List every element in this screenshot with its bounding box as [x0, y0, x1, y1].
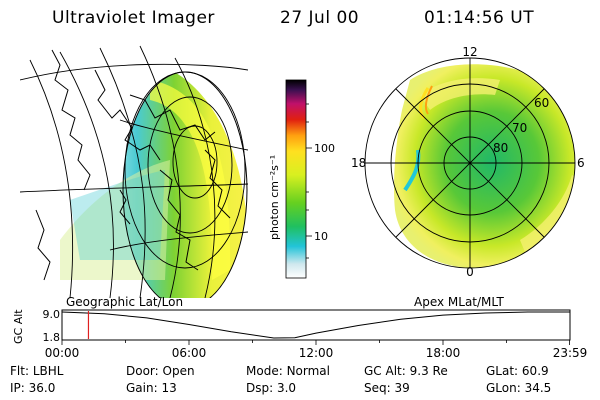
colorbar-scale [285, 79, 307, 279]
polar-grid [364, 57, 576, 269]
mlt-label-18: 18 [351, 156, 366, 170]
mlat-label-80: 80 [493, 141, 508, 155]
polar-aurora-fill [394, 64, 575, 268]
globe-limb [122, 71, 248, 298]
geographic-grid [20, 45, 248, 298]
instrument-title: Ultraviolet Imager [52, 8, 215, 28]
gc-alt-ylabel: GC Alt [12, 309, 25, 344]
geographic-panel [20, 45, 248, 298]
mlat-label-60: 60 [534, 96, 549, 110]
polar-aurora-bright-evening [520, 175, 575, 252]
time-label: 01:14:56 UT [424, 8, 535, 28]
left-diffuse-cyan [70, 170, 165, 260]
geographic-caption: Geographic Lat/Lon [66, 295, 183, 309]
gc-alt-line [61, 311, 570, 339]
gc-alt-xtick-0600: 06:00 [172, 346, 207, 360]
gc-alt-xtick-0000: 00:00 [45, 346, 80, 360]
colorbar: 100 10 photon cm⁻²s⁻¹ [268, 79, 335, 279]
date-label: 27 Jul 00 [280, 8, 360, 28]
gc-alt-xtick-1800: 18:00 [426, 346, 461, 360]
polar-caption: Apex MLat/MLT [414, 295, 504, 309]
mlt-label-6: 6 [577, 156, 585, 170]
colorbar-tick-100: 100 [314, 142, 335, 155]
info-gain: Gain: 13 [126, 381, 177, 395]
gc-alt-frame [61, 309, 571, 341]
polar-aurora-arc-2 [424, 85, 433, 115]
mlt-label-0: 0 [466, 265, 474, 279]
polar-panel: 12 18 6 0 60 70 80 [351, 45, 585, 279]
gc-alt-ytick-9: 9.0 [43, 308, 61, 321]
info-gc-alt: GC Alt: 9.3 Re [364, 364, 448, 378]
info-door: Door: Open [126, 364, 195, 378]
gc-alt-ytick-1.8: 1.8 [43, 331, 61, 344]
gc-alt-xtick-1200: 12:00 [299, 346, 334, 360]
colorbar-label: photon cm⁻²s⁻¹ [268, 155, 281, 240]
info-mode: Mode: Normal [246, 364, 330, 378]
info-glat: GLat: 60.9 [486, 364, 549, 378]
info-dsp: Dsp: 3.0 [246, 381, 297, 395]
coastlines [35, 49, 231, 281]
gc-alt-plot: 9.0 1.8 GC Alt 00:00 06:00 12:00 18:00 2… [12, 308, 587, 360]
info-seq: Seq: 39 [364, 381, 410, 395]
gc-alt-xticks [61, 340, 570, 345]
polar-aurora-bright-cusp [420, 78, 500, 110]
mlt-diag-2 [395, 88, 545, 238]
info-flt: Flt: LBHL [10, 364, 64, 378]
left-diffuse-glow [60, 160, 170, 280]
colorbar-tick-10: 10 [314, 230, 328, 243]
info-ip: IP: 36.0 [10, 381, 56, 395]
polar-aurora-edge [403, 149, 421, 192]
colorbar-ticks [306, 103, 312, 259]
mlt-label-12: 12 [462, 45, 477, 59]
gc-alt-xtick-2359: 23:59 [553, 346, 588, 360]
mlat-label-70: 70 [512, 121, 527, 135]
info-glon: GLon: 34.5 [486, 381, 552, 395]
